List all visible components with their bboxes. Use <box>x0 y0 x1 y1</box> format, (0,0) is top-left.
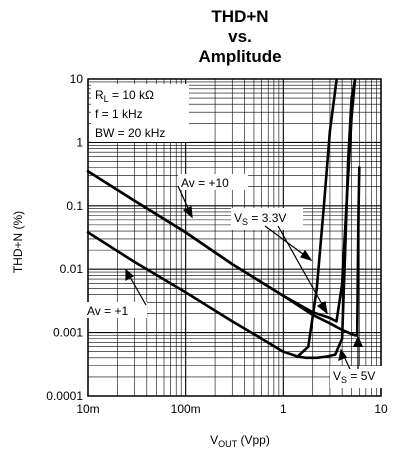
chart-title-line-2: vs. <box>228 27 252 46</box>
y-tick-label: 1 <box>76 135 83 149</box>
label-vs33: VS = 3.3V <box>234 211 286 227</box>
arrow-av1-head <box>125 268 135 282</box>
y-tick-label: 10 <box>70 72 84 86</box>
label-av1-bg <box>85 302 147 318</box>
series-line-4 <box>296 79 357 360</box>
label-vs33-bg <box>231 208 303 230</box>
arrow-vs33-b-head <box>300 249 313 262</box>
plot-frame <box>87 78 382 397</box>
x-tick-label: 100m <box>171 402 201 416</box>
y-axis-label: THD+N (%) <box>11 211 25 273</box>
arrow-vs33-a-line <box>277 225 328 314</box>
label-av1: Av = +1 <box>87 304 128 318</box>
series-line-3 <box>86 79 338 358</box>
chart-title-line-1: THD+N <box>211 7 268 26</box>
series-group <box>86 79 361 360</box>
y-tick-label: 0.001 <box>53 326 83 340</box>
arrow-vs5-a-head <box>338 348 347 362</box>
x-axis-label: VOUT (Vpp) <box>210 433 270 449</box>
x-tick-label: 10m <box>76 402 99 416</box>
tick-labels: 10m 100m 1 10 0.0001 0.001 0.01 0.1 1 10 <box>46 72 388 416</box>
arrow-vs33-a-head <box>316 301 328 315</box>
y-tick-label: 0.0001 <box>46 389 83 403</box>
chart-title-line-3: Amplitude <box>198 47 281 66</box>
x-tick-label: 1 <box>280 402 287 416</box>
condition-bw: BW = 20 kHz <box>95 126 165 140</box>
label-av10-bg <box>178 174 248 190</box>
label-av10: Av = +10 <box>181 176 229 190</box>
condition-f: f = 1 kHz <box>95 107 143 121</box>
series-line-2 <box>86 166 361 337</box>
arrow-av10-head <box>182 206 193 219</box>
label-vs5-bg <box>330 366 393 388</box>
y-tick-label: 0.1 <box>66 199 83 213</box>
conditions-bg <box>91 84 189 142</box>
label-vs5: VS = 5V <box>333 369 375 385</box>
x-tick-label: 10 <box>374 402 388 416</box>
condition-rl: RL = 10 kΩ <box>95 88 154 104</box>
annotation-arrows <box>125 185 363 370</box>
arrow-vs5-b-head <box>353 335 363 347</box>
y-tick-label: 0.01 <box>60 262 84 276</box>
